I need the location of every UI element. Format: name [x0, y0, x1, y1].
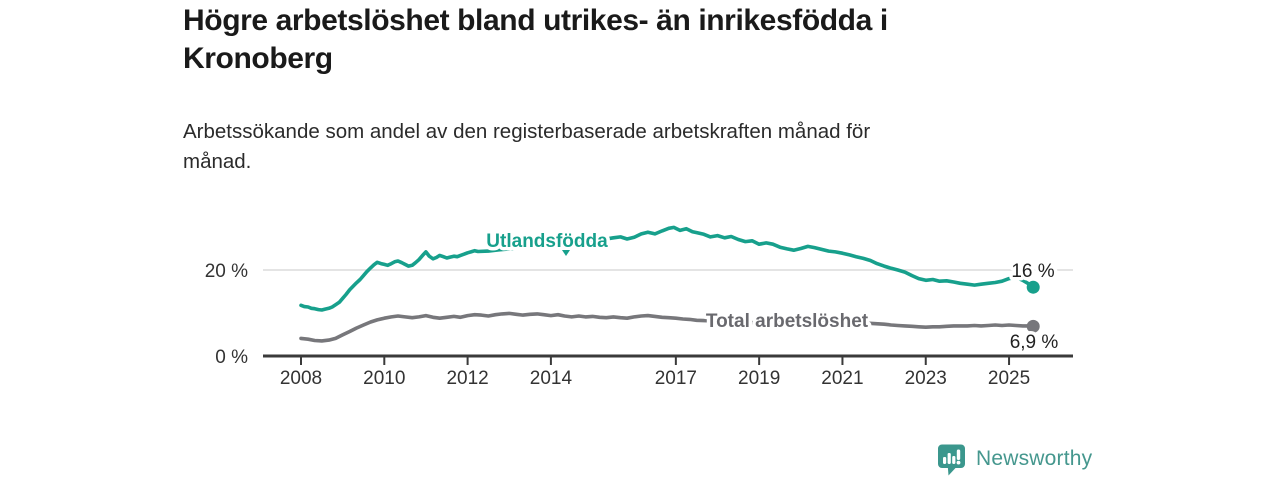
y-tick-label-20: 20 % — [205, 261, 248, 282]
x-tick-label-2019: 2019 — [738, 368, 780, 389]
page-subtitle-line-2: månad. — [183, 150, 252, 173]
x-tick-label-2008: 2008 — [280, 368, 322, 389]
x-tick-label-2014: 2014 — [530, 368, 573, 389]
end-value-label-total: 6,9 % — [1010, 332, 1059, 353]
x-tick-label-2025: 2025 — [988, 368, 1030, 389]
x-tick-label-2010: 2010 — [363, 368, 405, 389]
series-end-dot-total — [1026, 319, 1040, 333]
page-title-line-2: Kronoberg — [183, 42, 333, 75]
x-axis — [263, 354, 1073, 365]
series-line-utlandsfodda — [299, 225, 1035, 312]
y-tick-label-0: 0 % — [215, 347, 248, 368]
x-tick-label-2017: 2017 — [655, 368, 697, 389]
page-subtitle: Arbetssökande som andel av den registerb… — [183, 117, 1053, 177]
x-tick-label-2012: 2012 — [446, 368, 488, 389]
end-value-label-utlandsfodda: 16 % — [1011, 261, 1054, 282]
page-subtitle-line-1: Arbetssökande som andel av den registerb… — [183, 120, 871, 143]
newsworthy-logo-icon — [938, 444, 965, 475]
series-line-total — [299, 311, 1035, 343]
x-tick-label-2023: 2023 — [905, 368, 947, 389]
newsworthy-brand-name: Newsworthy — [976, 447, 1093, 470]
page-title-line-1: Högre arbetslöshet bland utrikes- än inr… — [183, 4, 888, 37]
chart-labels: 0 % 20 % 2008 2010 2012 2014 2017 2019 2021 2023 2… — [205, 228, 1062, 390]
series-lines — [299, 225, 1040, 343]
series-label-caret-icon — [562, 250, 570, 256]
series-label-utlandsfodda: Utlandsfödda — [486, 231, 608, 252]
newsworthy-brand-link[interactable]: Newsworthy — [936, 442, 1092, 476]
x-tick-label-2021: 2021 — [821, 368, 863, 389]
series-label-total: Total arbetslöshet — [706, 311, 869, 332]
series-end-dot-utlandsfodda — [1026, 280, 1040, 294]
page-title: Högre arbetslöshet bland utrikes- än inr… — [183, 2, 1043, 78]
